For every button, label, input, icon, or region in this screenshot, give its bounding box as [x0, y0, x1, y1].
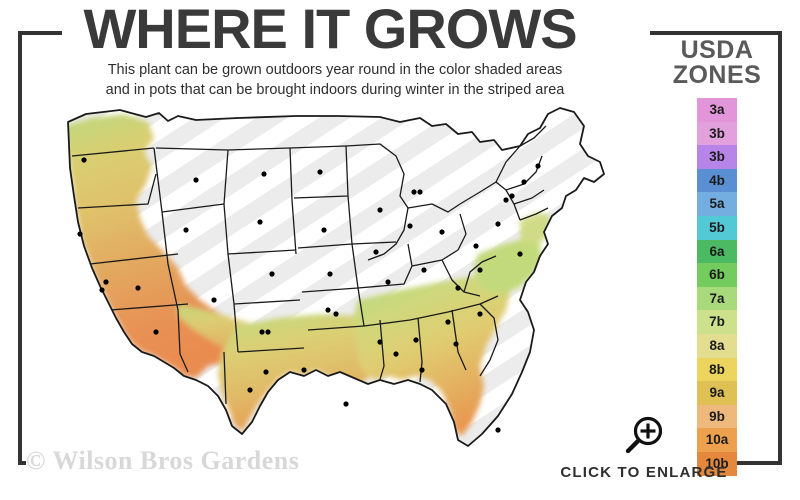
map-city-dots	[77, 157, 541, 433]
legend-title-line-2: ZONES	[672, 61, 762, 89]
map-state-borders	[71, 125, 549, 405]
legend-title: USDA ZONES	[656, 38, 778, 88]
frame-border-top-left	[18, 31, 62, 35]
legend-zone-swatch: 8b	[697, 357, 737, 382]
frame-border-bottom-right	[700, 461, 782, 465]
frame-border-bottom-left	[18, 461, 26, 465]
legend-zone-swatch: 6b	[697, 263, 737, 287]
map-svg	[67, 107, 605, 447]
watermark-wilson-bros-gardens: © Wilson Bros Gardens	[26, 446, 300, 475]
frame-border-right	[778, 31, 782, 465]
subtitle-text: This plant can be grown outdoors year ro…	[30, 60, 640, 100]
legend-zone-swatch: 9a	[697, 381, 737, 405]
subtitle-line-1: This plant can be grown outdoors year ro…	[107, 62, 563, 78]
click-to-enlarge-label[interactable]: CLICK TO ENLARGE	[560, 464, 728, 481]
legend-zone-swatch: 3a	[697, 98, 737, 122]
map-country-outline	[67, 107, 605, 447]
legend-zone-swatch: 6a	[697, 239, 737, 264]
legend-zone-swatch: 3b	[697, 145, 737, 169]
subtitle-line-2: and in pots that can be brought indoors …	[105, 82, 565, 98]
frame-border-top-right	[650, 31, 782, 35]
legend-swatch-list: 3a 3b 3b 4b 5a 5b 6a 6b 7a 7b 8a 8b 9a 9b 10a 10b	[697, 98, 737, 476]
legend-zone-swatch: 5a	[697, 192, 737, 216]
legend-zone-swatch: 7b	[697, 310, 737, 334]
frame-border-left	[18, 31, 22, 465]
legend-zone-swatch: 4b	[697, 168, 737, 193]
usda-zones-legend: USDA ZONES 3a 3b 3b 4b 5a 5b 6a 6b 7a 7b 8a 8b 9a 9b 1…	[656, 38, 778, 476]
legend-zone-swatch: 10b	[697, 451, 737, 476]
legend-zone-swatch: 3b	[697, 121, 737, 146]
legend-title-line-1: USDA	[680, 36, 754, 64]
legend-zone-swatch: 8a	[697, 333, 737, 358]
usda-hardiness-map[interactable]	[28, 104, 648, 454]
legend-zone-swatch: 5b	[697, 215, 737, 240]
legend-zone-swatch: 10a	[697, 428, 737, 452]
legend-zone-swatch: 7a	[697, 286, 737, 311]
magnifier-plus-icon[interactable]	[621, 414, 667, 460]
legend-zone-swatch: 9b	[697, 404, 737, 429]
click-to-enlarge-control[interactable]: CLICK TO ENLARGE	[544, 414, 744, 481]
page-title: WHERE IT GROWS	[83, 0, 577, 60]
